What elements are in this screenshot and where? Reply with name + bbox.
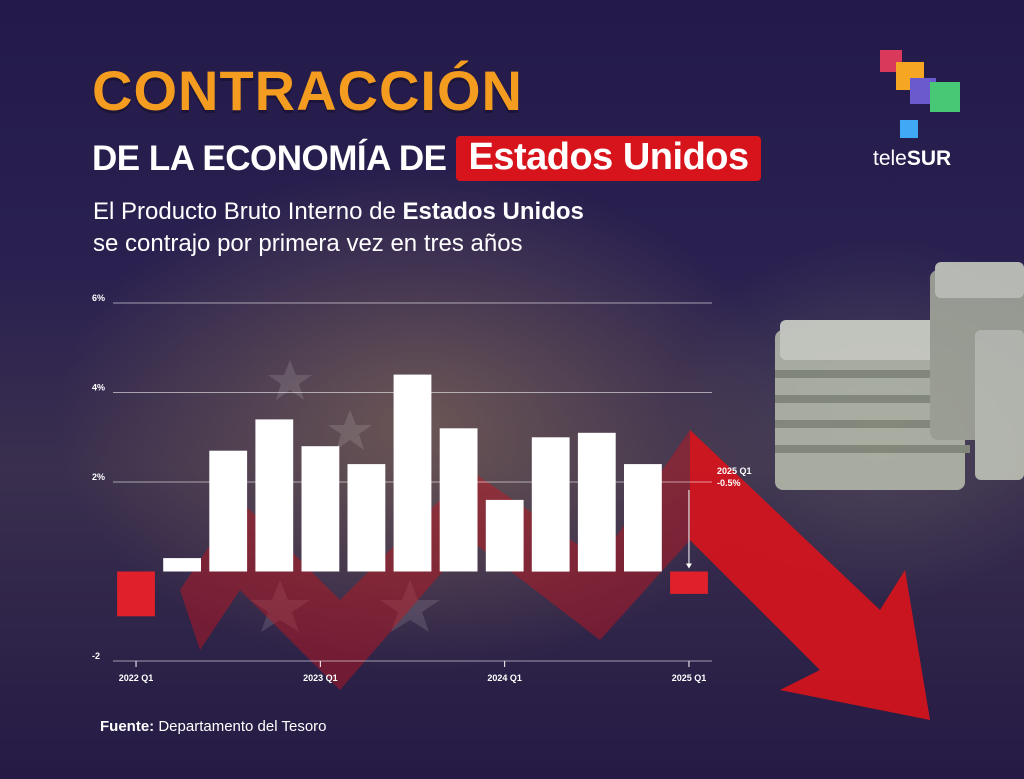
telesur-logo-text: teleSUR [873,147,951,171]
headline-title: CONTRACCIÓN [92,59,523,122]
bar-2024-q4 [624,464,662,572]
chart-bars [117,374,708,617]
annotation-arrowhead [685,563,692,569]
subtitle-part2: se contrajo por primera vez en tres años [93,230,523,257]
chart-axis-labels: 6% 4% 2% -2 2022 Q1 2023 Q1 2024 Q1 2025 Q1 [92,293,706,683]
downward-arrow-graphic [180,430,930,720]
annotation-value: -0.5% [717,478,741,488]
source-label: Fuente: [100,718,155,735]
bar-2023-q3 [393,374,432,572]
x-tick-label: 2024 Q1 [487,673,522,683]
x-tick-label: 2025 Q1 [672,673,707,683]
bar-2022-q1 [117,571,155,617]
y-tick-label: 6% [92,293,105,303]
bar-2024-q3 [577,432,616,572]
bar-2023-q1 [301,446,340,572]
bar-2022-q4 [255,419,294,572]
x-tick-label: 2023 Q1 [303,673,338,683]
bar-2023-q4 [439,428,478,572]
money-stack-illustration [775,262,1024,490]
annotation-quarter: 2025 Q1 [717,466,752,476]
bar-2022-q2 [163,558,201,572]
telesur-logo-icon [880,50,960,138]
x-tick-label: 2022 Q1 [119,673,154,683]
bar-2023-q2 [347,464,386,572]
bar-2024-q2 [531,437,570,572]
source-credit: Fuente: Departamento del Tesoro [100,718,327,735]
star-decoration [250,360,440,632]
source-text: Departamento del Tesoro [154,718,327,735]
bar-2024-q1 [485,499,524,572]
subtitle-bold: Estados Unidos [402,198,584,225]
headline-second-line: DE LA ECONOMÍA DE Estados Unidos [92,136,761,181]
bar-2025-q1 [670,571,708,594]
y-tick-label: 4% [92,383,105,393]
chart-annotation: 2025 Q1 -0.5% [685,466,752,569]
y-tick-label: -2 [92,651,100,661]
bar-2022-q3 [209,450,248,572]
subtitle: El Producto Bruto Interno de Estados Uni… [93,196,733,260]
headline-prefix: DE LA ECONOMÍA DE [92,138,447,178]
logo-text-light: tele [873,147,907,170]
y-tick-label: 2% [92,472,105,482]
subtitle-part1: El Producto Bruto Interno de [93,198,403,225]
logo-text-bold: SUR [906,147,952,170]
headline-highlight: Estados Unidos [456,136,761,181]
